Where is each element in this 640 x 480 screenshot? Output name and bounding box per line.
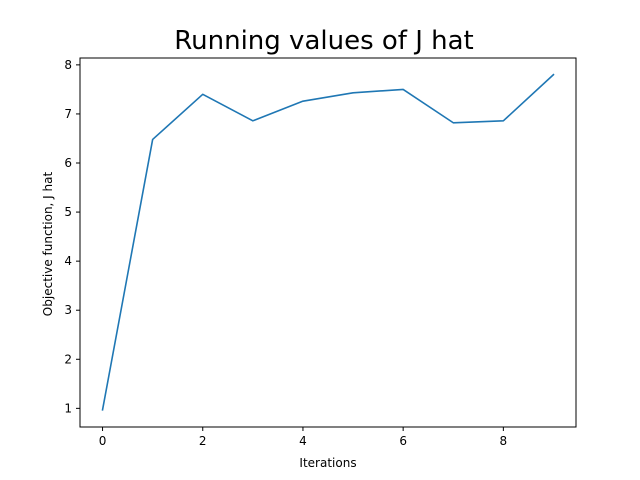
x-axis-label: Iterations — [299, 456, 356, 470]
y-tick-label: 4 — [64, 254, 72, 268]
y-tick-label: 8 — [64, 58, 72, 72]
plot-frame — [79, 57, 577, 428]
chart-title: Running values of J hat — [174, 26, 474, 56]
y-axis-label: Objective function, J hat — [41, 172, 55, 317]
x-tick-label: 0 — [99, 434, 107, 448]
plot-area — [101, 73, 555, 411]
y-tick-label: 1 — [64, 401, 72, 415]
y-tick-label: 7 — [64, 107, 72, 121]
y-tick-label: 2 — [64, 352, 72, 366]
x-tick-label: 8 — [500, 434, 508, 448]
x-tick-label: 6 — [399, 434, 407, 448]
y-tick-label: 3 — [64, 303, 72, 317]
y-axis-ticks: 1 2 3 4 5 6 7 8 — [64, 58, 80, 415]
x-tick-label: 2 — [199, 434, 207, 448]
y-tick-label: 6 — [64, 156, 72, 170]
series-line-1 — [101, 73, 555, 411]
x-axis-ticks: 0 2 4 6 8 — [99, 427, 507, 448]
x-tick-label: 4 — [299, 434, 307, 448]
y-tick-label: 5 — [64, 205, 72, 219]
